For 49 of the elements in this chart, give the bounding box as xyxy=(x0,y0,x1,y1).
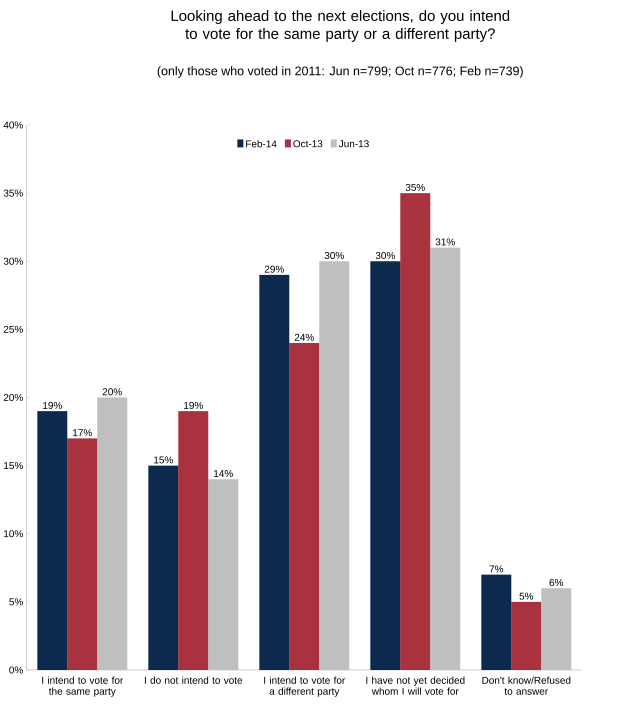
data-label: 29% xyxy=(264,266,284,273)
data-label: 35% xyxy=(406,184,425,191)
legend-label: Jun-13 xyxy=(338,140,369,148)
data-label: 31% xyxy=(436,238,455,246)
data-label: 30% xyxy=(324,252,344,260)
data-label: 6% xyxy=(549,578,563,586)
y-tick-label: 30% xyxy=(4,258,23,265)
x-tick-label: Don't know/Refused to answer xyxy=(482,676,570,695)
bar xyxy=(259,274,290,670)
data-label: 14% xyxy=(214,470,233,478)
bar xyxy=(178,411,208,670)
x-tick-label: I have not yet decided whom I will vote for xyxy=(366,676,464,695)
bar xyxy=(97,397,128,670)
chart-subtitle: (only those who voted in 2011: Jun n=799; Oct n=776; Feb n=739) xyxy=(158,66,523,78)
y-tick-label: 15% xyxy=(4,462,23,470)
bar xyxy=(400,193,430,670)
y-tick-label: 0% xyxy=(9,666,23,674)
bar xyxy=(67,438,98,670)
y-tick-label: 25% xyxy=(4,326,23,333)
legend-label: Oct-13 xyxy=(293,140,322,148)
data-label: 7% xyxy=(490,565,504,572)
bar xyxy=(289,342,320,670)
bar xyxy=(541,588,572,670)
chart-title: Looking ahead to the next elections, do you intend to vote for the same party or a different party? xyxy=(171,10,510,42)
bar xyxy=(319,261,350,670)
data-label: 5% xyxy=(519,592,534,600)
y-tick-label: 10% xyxy=(4,530,23,538)
legend-label: Feb-14 xyxy=(246,140,276,148)
y-tick-label: 35% xyxy=(4,190,23,197)
bar xyxy=(370,261,400,670)
x-tick-label: I intend to vote for the same party xyxy=(42,676,123,697)
x-tick-label: I intend to vote for a different party xyxy=(264,676,345,697)
bar xyxy=(430,248,460,670)
y-tick-label: 5% xyxy=(9,598,23,606)
y-tick-label: 20% xyxy=(4,394,23,402)
bar xyxy=(37,411,68,670)
x-tick-label: I do not intend to vote xyxy=(144,676,242,684)
data-label: 20% xyxy=(102,388,122,396)
bar xyxy=(481,574,512,670)
data-label: 19% xyxy=(184,402,203,409)
bar xyxy=(511,602,542,670)
data-label: 17% xyxy=(72,429,92,436)
data-label: 30% xyxy=(376,252,395,260)
y-tick-label: 40% xyxy=(3,121,23,129)
bar xyxy=(208,479,238,670)
data-label: 19% xyxy=(42,402,62,409)
data-label: 24% xyxy=(294,334,314,341)
bar xyxy=(148,466,178,670)
data-label: 15% xyxy=(154,456,173,464)
